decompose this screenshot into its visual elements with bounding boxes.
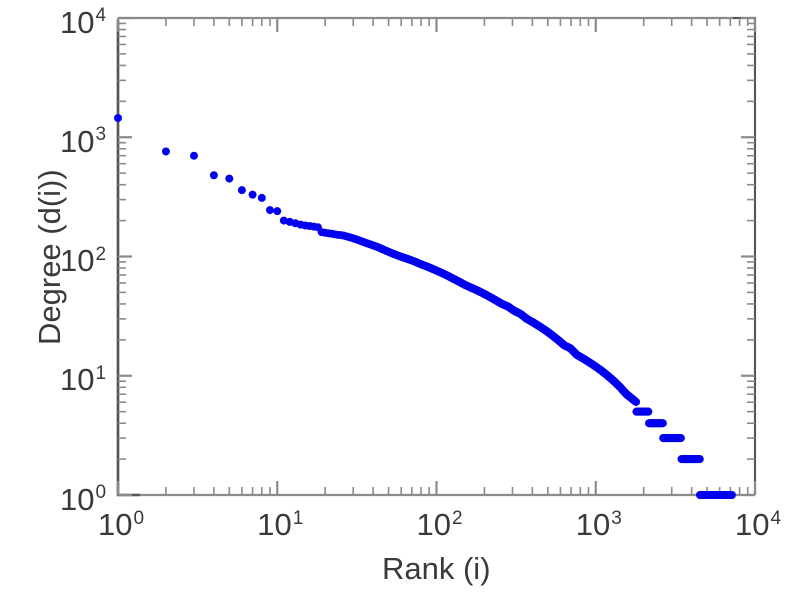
y-tick-label-10e1: 101 bbox=[60, 362, 107, 398]
x-tick-label-10e0: 100 bbox=[98, 507, 145, 542]
x-axis-title: Rank (i) bbox=[382, 551, 491, 586]
x-axis-ticks bbox=[116, 18, 757, 495]
y-axis-title: Degree (d(i)) bbox=[32, 168, 67, 345]
x-tick-label-10e4: 104 bbox=[735, 507, 782, 542]
y-tick-label-10e4: 104 bbox=[60, 4, 107, 40]
x-tick-label-10e2: 102 bbox=[416, 507, 463, 542]
x-tick-label-10e1: 101 bbox=[257, 507, 304, 542]
data-markers bbox=[114, 114, 736, 499]
y-tick-label-10e2: 102 bbox=[60, 243, 107, 278]
y-tick-label-10e0: 100 bbox=[60, 481, 107, 517]
y-axis-ticks bbox=[118, 16, 755, 497]
x-tick-label-10e3: 103 bbox=[575, 507, 622, 542]
y-tick-label-10e3: 103 bbox=[60, 123, 107, 159]
